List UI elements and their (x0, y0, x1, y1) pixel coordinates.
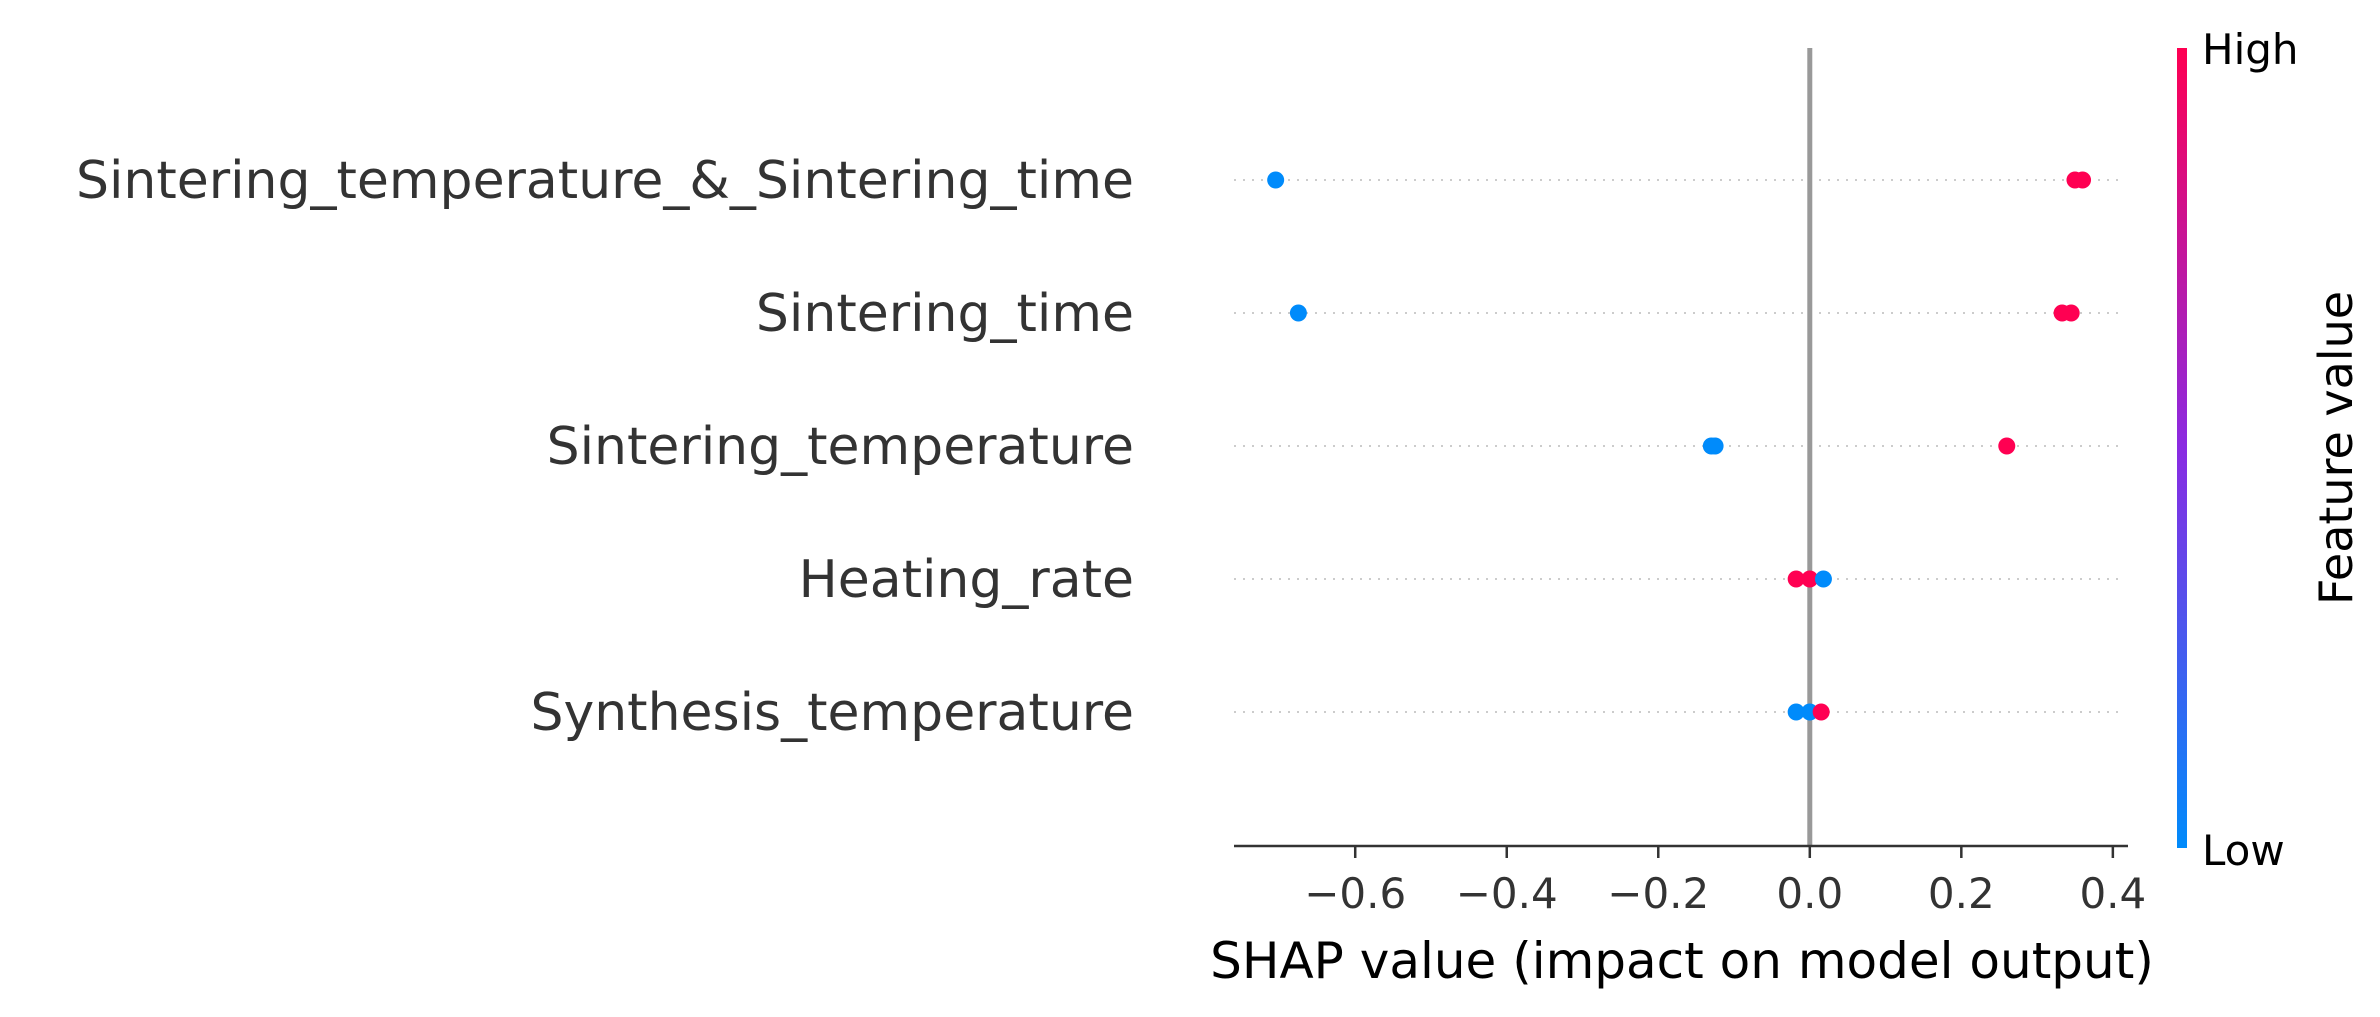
data-point (1267, 171, 1285, 189)
data-point (2062, 304, 2080, 322)
data-points (1267, 171, 2092, 721)
x-tick-label: 0.0 (1776, 869, 1843, 918)
x-tick-label: −0.6 (1304, 869, 1406, 918)
data-point (2074, 171, 2092, 189)
feature-label: Sintering_temperature (547, 417, 1134, 477)
colorbar-high-label: High (2202, 25, 2299, 74)
row-guides (1234, 179, 2122, 713)
x-tick-label: 0.2 (1928, 869, 1995, 918)
data-point (1787, 703, 1805, 721)
colorbar-gradient (2177, 48, 2187, 848)
feature-labels: Sintering_temperature_&_Sintering_time Si… (76, 151, 1134, 743)
data-point (1814, 570, 1832, 588)
x-axis-label: SHAP value (impact on model output) (1210, 932, 2154, 990)
data-point (1998, 437, 2016, 455)
colorbar-title: Feature value (2309, 291, 2363, 605)
feature-label: Sintering_temperature_&_Sintering_time (76, 151, 1134, 211)
colorbar-low-label: Low (2202, 826, 2285, 875)
data-point (1812, 703, 1830, 721)
x-tick-label: −0.2 (1607, 869, 1709, 918)
x-axis: −0.6 −0.4 −0.2 0.0 0.2 0.4 (1234, 844, 2146, 918)
feature-label: Synthesis_temperature (530, 683, 1134, 743)
colorbar: High Low Feature value (2177, 25, 2363, 875)
x-tick-label: −0.4 (1456, 869, 1558, 918)
feature-label: Heating_rate (799, 550, 1134, 610)
data-point (1801, 570, 1819, 588)
data-point (1787, 570, 1805, 588)
x-tick-label: 0.4 (2079, 869, 2146, 918)
feature-label: Sintering_time (756, 284, 1134, 344)
data-point (1706, 437, 1724, 455)
data-point (1289, 304, 1307, 322)
